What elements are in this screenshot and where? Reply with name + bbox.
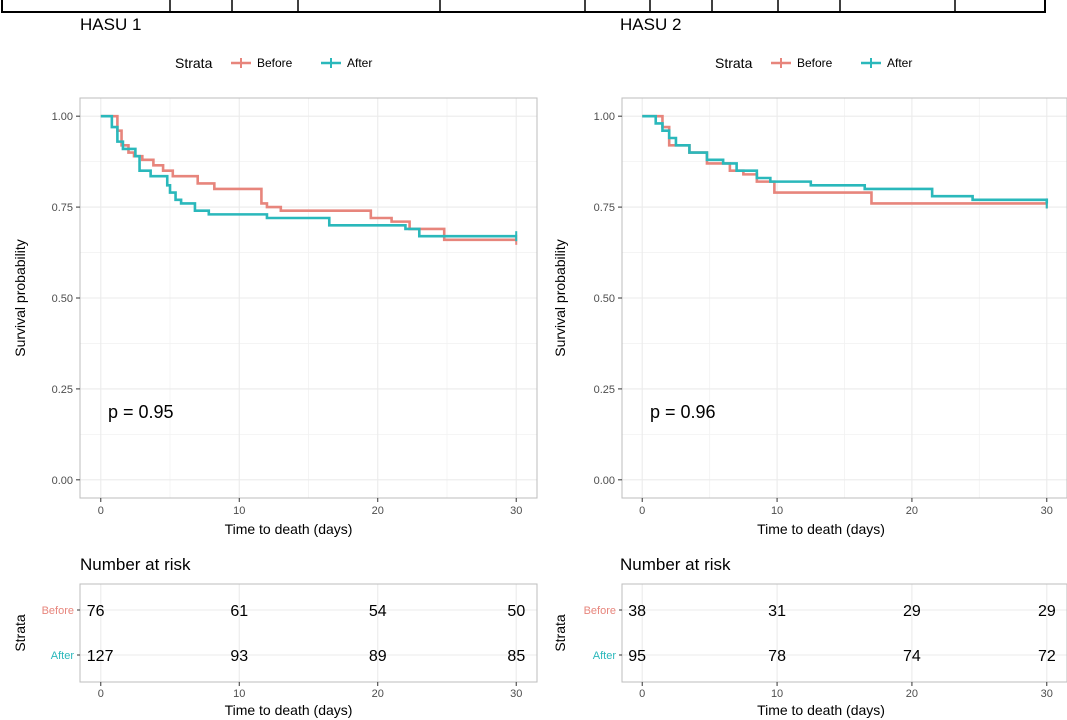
x-tick-label: 20 [906, 505, 918, 517]
x-axis-title: Time to death (days) [757, 521, 885, 537]
p-value-annotation: p = 0.95 [108, 402, 174, 422]
y-tick-label: 1.00 [52, 111, 73, 123]
x-tick-label: 0 [98, 505, 104, 517]
survival-curve-before [100, 114, 517, 242]
risk-x-axis-title: Time to death (days) [757, 702, 885, 718]
x-tick-label: 0 [639, 505, 645, 517]
x-tick-label: 10 [771, 505, 783, 517]
y-tick-label: 0.25 [52, 384, 73, 396]
top-border-strip [1, 0, 1046, 13]
y-tick-label: 0.00 [52, 475, 73, 487]
y-tick-label: 1.00 [594, 111, 615, 123]
risk-value: 95 [628, 648, 646, 665]
risk-x-axis-title: Time to death (days) [225, 702, 353, 718]
risk-row-label-after: After [593, 650, 617, 662]
risk-table-panel [622, 584, 1067, 682]
risk-value: 76 [87, 603, 105, 620]
risk-row-label-after: After [51, 650, 75, 662]
legend-label-before: Before [797, 56, 833, 70]
risk-x-tick-label: 30 [510, 688, 522, 700]
risk-value: 78 [768, 648, 786, 665]
risk-value: 29 [903, 603, 921, 620]
risk-value: 61 [230, 603, 248, 620]
risk-value: 54 [369, 603, 387, 620]
risk-x-tick-label: 10 [233, 688, 245, 700]
risk-table-border [621, 583, 1067, 683]
risk-value: 85 [507, 648, 525, 665]
risk-table-border [79, 583, 538, 683]
y-axis-title: Survival probability [12, 239, 28, 357]
legend-label-after: After [887, 56, 912, 70]
survival-curve-after [642, 114, 1049, 204]
risk-x-tick-label: 0 [98, 688, 104, 700]
x-tick-label: 30 [1041, 505, 1053, 517]
legend-title: Strata [715, 55, 753, 71]
risk-table-title: Number at risk [80, 555, 191, 574]
risk-x-tick-label: 30 [1041, 688, 1053, 700]
risk-y-axis-title: Strata [12, 614, 28, 652]
risk-row-label-before: Before [42, 605, 74, 617]
risk-value: 72 [1038, 648, 1056, 665]
km-panel-2: HASU 2 Strata Before After 0.00 0.25 0.50 0.75 1… [552, 15, 1067, 718]
x-axis-title: Time to death (days) [225, 521, 353, 537]
legend: Strata Before After [175, 55, 372, 71]
risk-value: 38 [628, 603, 646, 620]
legend: Strata Before After [715, 55, 912, 71]
x-tick-label: 30 [510, 505, 522, 517]
legend-label-before: Before [257, 56, 293, 70]
y-tick-label: 0.00 [594, 475, 615, 487]
legend-label-after: After [347, 56, 372, 70]
risk-value: 89 [369, 648, 387, 665]
legend-title: Strata [175, 55, 213, 71]
risk-table-title: Number at risk [620, 555, 731, 574]
risk-value: 31 [768, 603, 786, 620]
risk-y-axis-title: Strata [552, 614, 568, 652]
y-tick-label: 0.75 [52, 202, 73, 214]
panel-title: HASU 2 [620, 15, 681, 34]
risk-x-tick-label: 0 [639, 688, 645, 700]
y-tick-label: 0.50 [594, 293, 615, 305]
x-tick-label: 10 [233, 505, 245, 517]
risk-value: 50 [507, 603, 525, 620]
y-tick-label: 0.50 [52, 293, 73, 305]
risk-value: 93 [230, 648, 248, 665]
survival-curve-after [100, 114, 517, 238]
y-tick-label: 0.75 [594, 202, 615, 214]
panel-title: HASU 1 [80, 15, 141, 34]
risk-row-label-before: Before [584, 605, 616, 617]
risk-value: 29 [1038, 603, 1056, 620]
risk-x-tick-label: 20 [906, 688, 918, 700]
km-panel-1: HASU 1 Strata Before After 0.00 0.25 0.50 0.75 1… [12, 15, 538, 718]
risk-value: 74 [903, 648, 921, 665]
risk-table-panel [80, 584, 537, 682]
risk-x-tick-label: 10 [771, 688, 783, 700]
y-tick-label: 0.25 [594, 384, 615, 396]
risk-value: 127 [87, 648, 114, 665]
y-axis-title: Survival probability [552, 239, 568, 357]
x-tick-label: 20 [372, 505, 384, 517]
risk-x-tick-label: 20 [372, 688, 384, 700]
p-value-annotation: p = 0.96 [650, 402, 716, 422]
